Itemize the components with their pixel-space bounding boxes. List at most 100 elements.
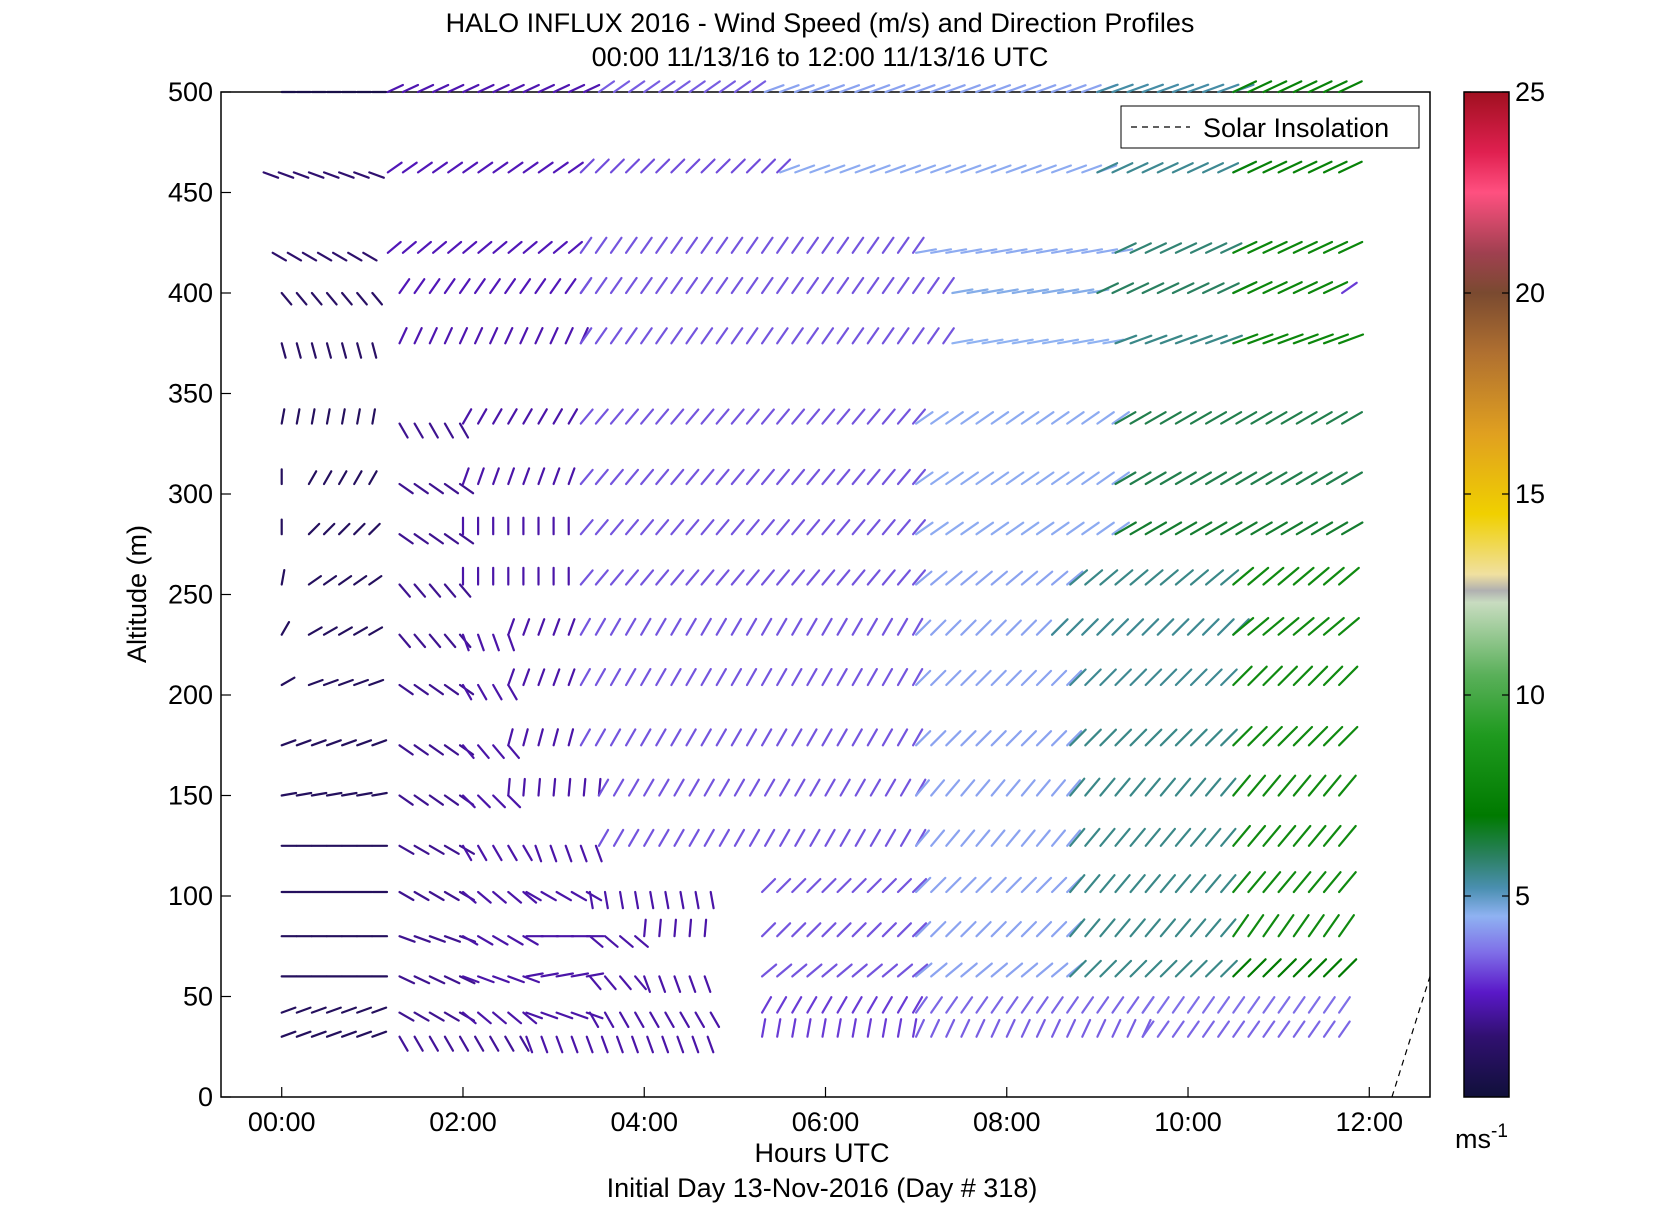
wind-vector xyxy=(322,678,339,687)
wind-vector xyxy=(709,890,715,910)
wind-vector xyxy=(413,482,429,495)
wind-vector xyxy=(1129,242,1152,254)
wind-vector xyxy=(461,683,473,701)
wind-vector xyxy=(791,468,806,486)
wind-vector xyxy=(1247,871,1267,894)
wind-vector xyxy=(579,617,592,636)
wind-vector xyxy=(1111,521,1131,536)
wind-vector xyxy=(1066,521,1085,536)
wind-vector xyxy=(398,890,415,902)
wind-vector xyxy=(1114,521,1137,536)
wind-vector xyxy=(1232,996,1246,1014)
wind-vector xyxy=(730,728,743,747)
wind-vector xyxy=(612,828,625,847)
wind-vector xyxy=(791,922,807,938)
wind-vector xyxy=(492,240,508,254)
wind-vector xyxy=(869,828,882,847)
wind-vector xyxy=(1096,618,1114,636)
wind-vector xyxy=(1262,281,1288,295)
wind-vector xyxy=(808,84,830,94)
wind-vector xyxy=(567,161,584,174)
wind-vector xyxy=(776,1018,782,1038)
wind-vector xyxy=(685,468,700,486)
wind-vector xyxy=(1144,569,1164,586)
wind-vector xyxy=(1247,566,1270,586)
wind-vector xyxy=(537,668,546,687)
wind-vector xyxy=(443,844,460,855)
wind-vector xyxy=(492,844,503,862)
wind-vector xyxy=(1174,827,1192,847)
wind-vector xyxy=(1072,288,1095,295)
wind-vector xyxy=(1292,160,1318,174)
wind-vector xyxy=(1204,242,1228,254)
x-tick-label: 02:00 xyxy=(429,1107,497,1137)
chart-title: HALO INFLUX 2016 - Wind Speed (m/s) and … xyxy=(446,8,1195,38)
wind-vector xyxy=(307,171,325,179)
wind-vector xyxy=(1144,728,1163,747)
wind-vector xyxy=(745,327,759,345)
wind-vector xyxy=(594,617,607,636)
wind-vector xyxy=(1084,959,1102,978)
wind-vector xyxy=(715,728,728,747)
wind-vector xyxy=(477,683,488,701)
wind-vector xyxy=(1235,411,1258,425)
wind-vector xyxy=(791,569,806,586)
wind-vector xyxy=(301,251,318,262)
wind-vector xyxy=(398,1011,415,1022)
wind-vector xyxy=(413,327,423,345)
wind-vector xyxy=(960,521,980,536)
wind-vector xyxy=(640,158,656,174)
wind-vector xyxy=(432,161,448,174)
wind-vector xyxy=(1069,827,1086,847)
y-axis-label: Altitude (m) xyxy=(122,525,152,663)
wind-vector xyxy=(1262,774,1282,797)
wind-vector xyxy=(881,667,894,687)
wind-vector xyxy=(929,84,951,94)
wind-vector xyxy=(730,158,746,174)
wind-vector xyxy=(760,519,775,536)
wind-vector xyxy=(477,935,494,946)
wind-vector xyxy=(640,408,655,425)
wind-vector xyxy=(634,935,649,948)
wind-vector xyxy=(579,236,593,254)
wind-vector xyxy=(776,728,788,747)
wind-vector xyxy=(809,778,821,797)
wind-vector xyxy=(960,248,983,254)
wind-vector xyxy=(507,744,521,760)
wind-vector xyxy=(1096,162,1119,174)
wind-vector xyxy=(1310,471,1333,486)
wind-vector xyxy=(1307,281,1334,295)
wind-vector xyxy=(413,278,426,295)
wind-vector xyxy=(588,975,602,991)
wind-vector xyxy=(1114,411,1137,425)
wind-vector xyxy=(685,728,697,747)
wind-vector xyxy=(1099,959,1118,978)
wind-vector xyxy=(821,569,836,586)
wind-vector xyxy=(1174,918,1192,938)
wind-vector xyxy=(1337,996,1351,1014)
wind-vector xyxy=(866,569,881,586)
wind-vector xyxy=(477,744,490,760)
wind-vector xyxy=(1111,411,1131,425)
wind-vector xyxy=(1020,996,1034,1014)
wind-vector xyxy=(990,521,1010,536)
wind-vector xyxy=(990,962,1009,978)
wind-vector xyxy=(1307,725,1329,747)
wind-vector xyxy=(1325,521,1349,536)
wind-vector xyxy=(552,408,564,425)
wind-vector xyxy=(776,468,791,486)
wind-vector xyxy=(624,236,638,254)
wind-vector xyxy=(492,935,509,946)
wind-vector xyxy=(1081,618,1099,636)
wind-vector xyxy=(1322,1020,1336,1038)
wind-vector xyxy=(881,276,895,295)
wind-vector xyxy=(836,276,850,295)
wind-vector xyxy=(428,327,438,345)
wind-vector xyxy=(730,468,745,486)
wind-vector xyxy=(1292,774,1312,797)
wind-vector xyxy=(839,164,861,174)
wind-vector xyxy=(428,683,444,696)
wind-vector xyxy=(368,470,378,486)
wind-vector xyxy=(791,327,804,345)
wind-vector xyxy=(1201,83,1225,94)
